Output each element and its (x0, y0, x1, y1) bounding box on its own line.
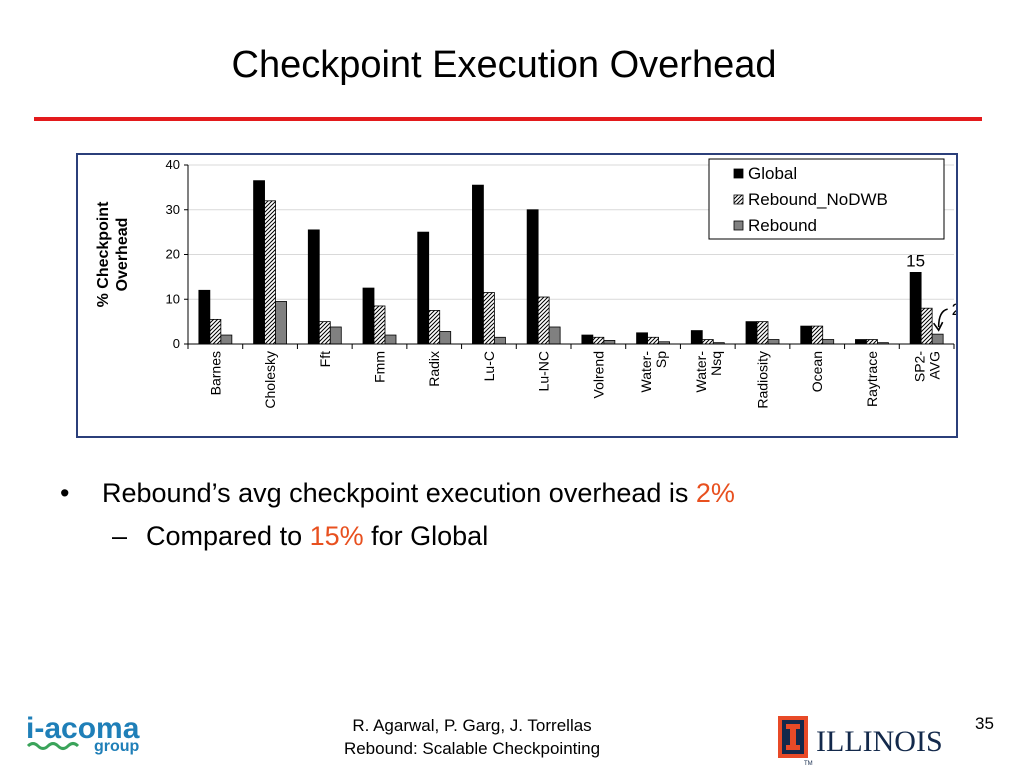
bar-rebound-nodwb (537, 296, 550, 345)
bar-global (800, 325, 813, 345)
legend-box (708, 158, 945, 240)
sub-bullet-text: Compared to 15% for Global (146, 521, 488, 552)
y-axis-title: % Checkpoint Overhead (95, 201, 131, 307)
y-tick-label: 10 (166, 291, 180, 306)
bar-rebound-nodwb (428, 310, 441, 345)
x-tick-label: Water-Nsq (693, 351, 724, 393)
bar-rebound-nodwb (701, 339, 714, 345)
legend-swatch (733, 168, 744, 179)
bullet-list: • Rebound’s avg checkpoint execution ove… (60, 478, 735, 552)
bullet-sub-suffix: for Global (363, 521, 489, 551)
bar-rebound (931, 333, 944, 345)
annotation-arrow (937, 308, 948, 328)
bullet-sub-value: 15% (309, 521, 364, 551)
bar-rebound-nodwb (756, 321, 769, 345)
bullet-sub-prefix: Compared to (146, 521, 310, 551)
bar-global (417, 231, 430, 345)
iacoma-logo-text: i-acoma (26, 712, 140, 745)
illinois-logo: ILLINOIS TM (778, 716, 943, 766)
bar-rebound (439, 331, 452, 345)
bullet-dot: • (60, 478, 70, 508)
legend-label: Rebound_NoDWB (748, 190, 888, 209)
slide-number: 35 (975, 714, 994, 733)
iacoma-logo-subtext: group (94, 738, 140, 755)
bar-rebound (220, 334, 233, 345)
bar-global (690, 330, 703, 345)
bar-rebound (275, 301, 287, 345)
x-tick-label: SP2-AVG (912, 351, 943, 382)
bar-global (198, 289, 211, 345)
bar-global (472, 184, 484, 345)
bullet-main-value: 2% (695, 478, 735, 508)
chart-frame: 0 10 20 30 40 Barnes Cholesky Fft Fmm Radix Lu-C Lu… (76, 153, 958, 438)
bar-global (526, 209, 539, 345)
slide-title: Checkpoint Execution Overhead (231, 44, 777, 86)
x-tick-label: Fft (317, 351, 333, 367)
bar-global (253, 180, 265, 345)
bar-rebound (767, 339, 780, 345)
bar-rebound-nodwb (318, 321, 331, 345)
x-tick-label: Lu-NC (536, 351, 552, 391)
bar-rebound-nodwb (483, 292, 495, 345)
bar-rebound-nodwb (209, 318, 222, 345)
bar-rebound (603, 340, 616, 345)
bullet-item-main: • Rebound’s avg checkpoint execution ove… (60, 478, 735, 509)
x-tick-label: Ocean (809, 351, 825, 392)
legend-label: Rebound (748, 216, 817, 235)
bar-global (909, 272, 922, 345)
footer-paper-title: Rebound: Scalable Checkpointing (343, 739, 601, 758)
bar-global (581, 334, 594, 345)
annotation-rebound-avg: 2 (952, 300, 956, 319)
bar-rebound-nodwb (373, 305, 386, 345)
bar-global (362, 287, 375, 345)
y-tick-label: 20 (166, 247, 180, 262)
annotation-global-avg: 15 (906, 251, 925, 270)
legend-swatch (733, 220, 744, 231)
legend-label: Global (748, 164, 797, 183)
x-tick-label: Radix (426, 351, 442, 387)
illinois-wordmark: ILLINOIS (816, 725, 943, 758)
bar-rebound (384, 334, 397, 345)
legend-swatch (733, 194, 744, 205)
bullet-main-prefix: Rebound’s avg checkpoint execution overh… (102, 478, 696, 508)
bar-rebound-nodwb (866, 339, 878, 345)
x-tick-label: Volrend (590, 351, 606, 398)
bar-rebound (548, 326, 561, 345)
y-tick-label: 30 (166, 202, 180, 217)
bar-rebound-nodwb (592, 336, 605, 345)
sub-bullet-dash: – (112, 521, 128, 551)
bar-global (307, 229, 320, 345)
iacoma-group-logo: i-acoma group (26, 712, 140, 755)
bar-chart: 0 10 20 30 40 Barnes Cholesky Fft Fmm Radix Lu-C Lu… (95, 157, 956, 409)
footer-authors: R. Agarwal, P. Garg, J. Torrellas (352, 716, 592, 735)
x-tick-label: Raytrace (864, 351, 880, 407)
annotation-arrowhead (932, 321, 944, 332)
bar-global (855, 339, 867, 345)
bar-rebound (494, 336, 506, 345)
x-tick-label: Cholesky (262, 351, 278, 409)
bar-rebound-nodwb (264, 200, 276, 345)
x-tick-label: Fmm (372, 351, 388, 383)
x-tick-label: Barnes (207, 351, 223, 395)
x-tick-label: Water-Sp (638, 351, 669, 393)
bullet-item-sub: – Compared to 15% for Global (112, 521, 735, 552)
bar-global (745, 321, 758, 345)
wave-icon (26, 742, 80, 750)
trademark-mark: TM (804, 761, 813, 766)
bar-rebound (329, 326, 342, 345)
bar-rebound-nodwb (647, 336, 659, 345)
bar-global (636, 332, 648, 345)
bar-rebound-nodwb (811, 325, 824, 345)
bullet-text: Rebound’s avg checkpoint execution overh… (102, 478, 735, 509)
bar-rebound (822, 339, 835, 345)
y-tick-label: 40 (166, 157, 180, 172)
title-rule (34, 117, 982, 121)
footer-citation: R. Agarwal, P. Garg, J. Torrellas Reboun… (300, 714, 644, 760)
x-tick-label: Radiosity (755, 351, 771, 409)
bar-rebound-nodwb (920, 307, 933, 345)
x-tick-label: Lu-C (481, 351, 497, 381)
y-tick-label: 0 (173, 336, 180, 351)
